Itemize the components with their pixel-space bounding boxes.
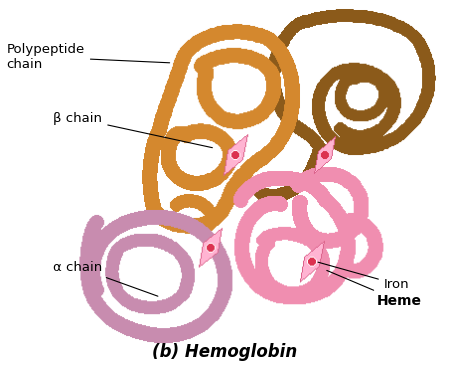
Text: Polypeptide
chain: Polypeptide chain [7,43,170,71]
Text: (b) Hemoglobin: (b) Hemoglobin [153,343,297,361]
Text: β chain: β chain [53,112,212,148]
Text: α chain: α chain [53,261,158,296]
Text: Iron: Iron [318,262,410,291]
Text: Heme: Heme [327,270,422,308]
